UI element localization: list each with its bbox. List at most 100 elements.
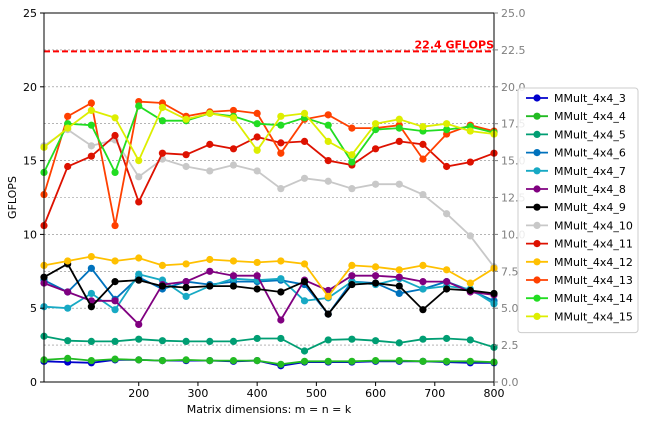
data-point — [135, 254, 143, 262]
data-point — [158, 103, 167, 112]
x-tick-label: 800 — [484, 387, 505, 400]
data-point — [253, 109, 261, 117]
legend-entry: MMult_4x4_7 — [526, 165, 626, 178]
data-point — [182, 283, 190, 292]
data-point — [277, 139, 285, 147]
data-point — [300, 137, 309, 146]
data-point — [443, 285, 451, 293]
data-point — [466, 286, 474, 295]
data-point — [229, 282, 238, 290]
x-tick-label: 300 — [187, 387, 208, 400]
data-point — [443, 210, 451, 218]
legend-label: MMult_4x4_6 — [554, 147, 626, 160]
right-y-tick-label: 2.5 — [501, 339, 519, 352]
data-point — [395, 356, 403, 365]
data-point — [206, 267, 214, 275]
data-point — [111, 168, 119, 177]
data-point — [229, 161, 238, 169]
legend-entry: MMult_4x4_11 — [526, 238, 633, 251]
data-point — [371, 337, 380, 345]
data-point — [64, 354, 72, 362]
series-MMult_4x4_8 — [40, 267, 498, 329]
data-point — [466, 158, 474, 166]
series-line — [43, 128, 495, 268]
data-point — [111, 221, 119, 230]
series-line — [43, 106, 495, 163]
data-point — [182, 115, 190, 123]
data-point — [419, 261, 427, 269]
x-tick-label: 200 — [128, 387, 149, 400]
data-point — [419, 335, 427, 343]
legend-label: MMult_4x4_13 — [554, 274, 633, 287]
data-point — [395, 115, 403, 123]
legend-label: MMult_4x4_7 — [554, 165, 626, 178]
data-point — [277, 288, 285, 296]
data-point — [111, 278, 119, 286]
data-point — [182, 292, 190, 300]
data-point — [300, 260, 309, 268]
data-point — [324, 310, 332, 318]
data-point — [348, 151, 356, 159]
legend-entry: MMult_4x4_13 — [526, 274, 633, 287]
data-point — [395, 180, 403, 188]
data-point — [419, 155, 427, 163]
data-point — [324, 286, 332, 295]
data-point — [229, 114, 238, 122]
data-point — [229, 337, 238, 346]
data-point — [324, 336, 332, 344]
legend-label: MMult_4x4_14 — [554, 292, 633, 305]
data-point — [395, 124, 403, 132]
data-point — [371, 120, 380, 128]
data-point — [419, 123, 427, 131]
data-point — [64, 304, 72, 312]
legend-label: MMult_4x4_4 — [554, 110, 626, 123]
peak-line-group: 22.4 GFLOPS — [44, 38, 494, 53]
series-MMult_4x4_5 — [40, 332, 498, 355]
data-point — [419, 278, 427, 286]
data-point — [111, 355, 119, 363]
data-point — [206, 337, 214, 346]
legend-swatch-marker — [533, 167, 541, 175]
data-point — [300, 278, 309, 286]
data-point — [348, 357, 356, 365]
data-point — [253, 334, 261, 343]
data-point — [87, 356, 95, 365]
data-point — [158, 282, 167, 290]
data-point — [182, 337, 190, 346]
data-point — [135, 335, 143, 343]
data-point — [253, 167, 261, 175]
series-line — [43, 270, 495, 326]
data-point — [158, 149, 167, 157]
legend-label: MMult_4x4_5 — [554, 128, 626, 141]
series-MMult_4x4_15 — [40, 103, 498, 165]
data-point — [135, 157, 143, 165]
series-line — [43, 104, 495, 175]
legend-swatch-marker — [533, 258, 541, 266]
data-point — [135, 276, 143, 284]
data-point — [64, 337, 72, 345]
series-line — [43, 255, 495, 298]
legend-entry: MMult_4x4_3 — [526, 92, 626, 105]
data-point — [182, 278, 190, 286]
data-point — [443, 357, 451, 365]
data-point — [466, 279, 474, 287]
y-tick-label: 20 — [23, 81, 37, 94]
legend-swatch-marker — [533, 294, 541, 302]
data-point — [64, 162, 72, 171]
data-point — [300, 347, 309, 355]
series-line — [43, 262, 495, 316]
legend-label: MMult_4x4_3 — [554, 92, 626, 105]
series-MMult_4x4_14 — [40, 102, 498, 177]
data-point — [324, 177, 332, 185]
data-point — [395, 339, 403, 347]
data-point — [229, 257, 238, 265]
right-y-tick-label: 25.0 — [501, 7, 526, 20]
legend-entry: MMult_4x4_8 — [526, 183, 626, 196]
y-tick-label: 15 — [23, 155, 37, 168]
data-point — [466, 336, 474, 344]
data-point — [371, 126, 380, 134]
data-point — [135, 198, 143, 206]
data-point — [466, 357, 474, 365]
legend-swatch-marker — [533, 276, 541, 284]
